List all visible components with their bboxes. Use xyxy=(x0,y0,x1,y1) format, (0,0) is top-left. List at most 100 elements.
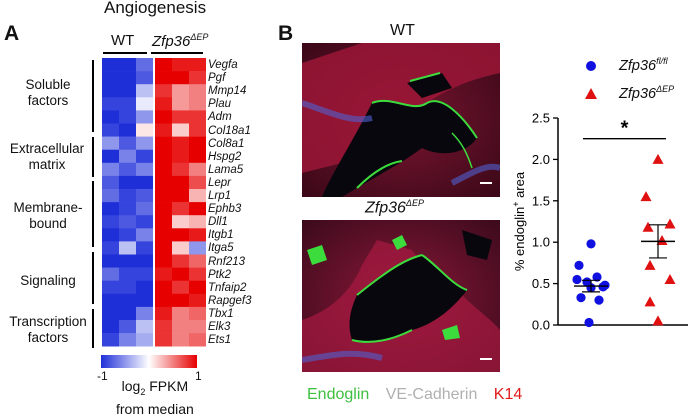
heatmap-cell xyxy=(172,306,189,321)
group-label-ko: Zfp36ΔEP xyxy=(152,32,208,50)
gene-label: Plau xyxy=(208,98,232,111)
heatmap-cell xyxy=(189,162,206,177)
stain-legend: Endoglin VE-Cadherin K14 xyxy=(307,386,522,404)
heatmap-cell xyxy=(172,162,189,177)
colorbar-max-label: 1 xyxy=(195,369,202,383)
gene-label: Itga5 xyxy=(208,242,234,255)
heatmap-cell xyxy=(155,123,172,137)
heatmap-cell xyxy=(119,320,136,334)
image2-label: Zfp36ΔEP xyxy=(365,198,424,217)
category-signaling-line1: Signaling xyxy=(20,273,76,288)
heatmap-cell xyxy=(102,71,119,85)
micrograph-ko xyxy=(302,220,500,372)
y-tick-label: 0.5 xyxy=(532,276,550,291)
heatmap-cell xyxy=(136,71,153,85)
heatmap-cell xyxy=(172,71,189,85)
heatmap-cell xyxy=(119,97,136,111)
heatmap-cell xyxy=(172,58,189,72)
heatmap-cell xyxy=(102,97,119,111)
legend-ko-sup: ΔEP xyxy=(656,84,675,94)
heatmap-cell xyxy=(189,280,206,295)
group-label-ko-sup: ΔEP xyxy=(190,32,209,42)
heatmap-cell xyxy=(119,58,136,72)
heatmap-cell xyxy=(119,293,136,308)
heatmap-cell xyxy=(189,306,206,321)
gene-label: Adm xyxy=(208,111,232,124)
heatmap-cell xyxy=(136,293,153,308)
gene-label: Itgb1 xyxy=(208,229,234,242)
heatmap-cell xyxy=(155,228,172,242)
heatmap-cell xyxy=(155,162,172,177)
heatmap-cell xyxy=(189,320,206,334)
category-ecm-line2: matrix xyxy=(28,157,66,172)
heatmap-cell xyxy=(155,136,172,150)
gene-label: Ets1 xyxy=(208,334,232,347)
heatmap-cell xyxy=(119,202,136,216)
group-label-ko-base: Zfp36 xyxy=(152,33,191,50)
gene-label: Lrp1 xyxy=(208,190,232,202)
heatmap-cell xyxy=(102,267,119,281)
heatmap-cell xyxy=(136,136,153,150)
heatmap-cell xyxy=(136,84,153,98)
scale-bar-ko xyxy=(480,358,492,360)
heatmap-cell xyxy=(119,228,136,242)
heatmap-cell xyxy=(136,97,153,111)
heatmap-cell xyxy=(172,202,189,216)
data-point xyxy=(652,153,664,164)
heatmap-cell xyxy=(155,97,172,111)
heatmap-cell xyxy=(102,175,119,190)
heatmap-cell xyxy=(102,215,119,229)
panel-a-letter: A xyxy=(4,22,20,45)
heatmap-cell xyxy=(172,320,189,334)
y-axis-label: % endoglin+ area xyxy=(511,171,527,271)
heatmap-cell xyxy=(189,71,206,85)
heatmap-cell xyxy=(189,215,206,229)
category-signaling: Signaling xyxy=(6,273,90,289)
data-point xyxy=(642,221,654,232)
heatmap-cell xyxy=(155,189,172,203)
data-point xyxy=(664,218,676,229)
heatmap-cell xyxy=(189,189,206,203)
heatmap-cell xyxy=(119,241,136,255)
category-soluble-line1: Soluble xyxy=(25,77,71,92)
category-transcription-line2: factors xyxy=(27,330,69,345)
gene-label: Tnfaip2 xyxy=(208,281,247,294)
heatmap-cell xyxy=(155,306,172,321)
legend-flfl-sup: fl/fl xyxy=(656,56,668,66)
heatmap-cell xyxy=(172,136,189,150)
gene-label: Tbx1 xyxy=(208,307,234,320)
heatmap-cell xyxy=(189,202,206,216)
heatmap-cell xyxy=(136,189,153,203)
category-transcription-line1: Transcription xyxy=(9,314,87,329)
legend-ko-base: Zfp36 xyxy=(619,85,657,102)
legend-label-ko: Zfp36ΔEP xyxy=(619,84,674,102)
heatmap-cell xyxy=(172,97,189,111)
category-membrane-line2: bound xyxy=(29,216,67,231)
significance-star: * xyxy=(621,118,629,140)
colorbar-label-line2: from median xyxy=(116,400,194,417)
gene-label: Elk3 xyxy=(208,321,231,333)
heatmap-cell xyxy=(155,175,172,190)
data-point xyxy=(644,259,656,270)
colorbar-min-label: -1 xyxy=(97,369,108,383)
panel-a-title: Angiogenesis xyxy=(104,0,207,17)
heatmap-cell xyxy=(102,123,119,137)
y-tick-label: 0.0 xyxy=(532,318,550,333)
heatmap-cell xyxy=(155,267,172,281)
data-point xyxy=(574,260,584,270)
colorbar-label-log: log xyxy=(121,378,141,394)
heatmap-cell xyxy=(119,333,136,347)
gene-label: Col8a1 xyxy=(208,137,245,150)
heatmap-cell xyxy=(155,110,172,124)
heatmap-cell xyxy=(136,280,153,295)
heatmap-cell xyxy=(119,175,136,190)
data-point xyxy=(644,296,656,307)
group-line-wt xyxy=(103,52,147,54)
heatmap-cell xyxy=(189,149,206,164)
gene-label: Ephb3 xyxy=(208,203,242,216)
heatmap-cell xyxy=(172,84,189,98)
data-point xyxy=(640,191,652,202)
heatmap-cell xyxy=(155,280,172,295)
data-point xyxy=(598,282,608,292)
heatmap-cell xyxy=(136,162,153,177)
